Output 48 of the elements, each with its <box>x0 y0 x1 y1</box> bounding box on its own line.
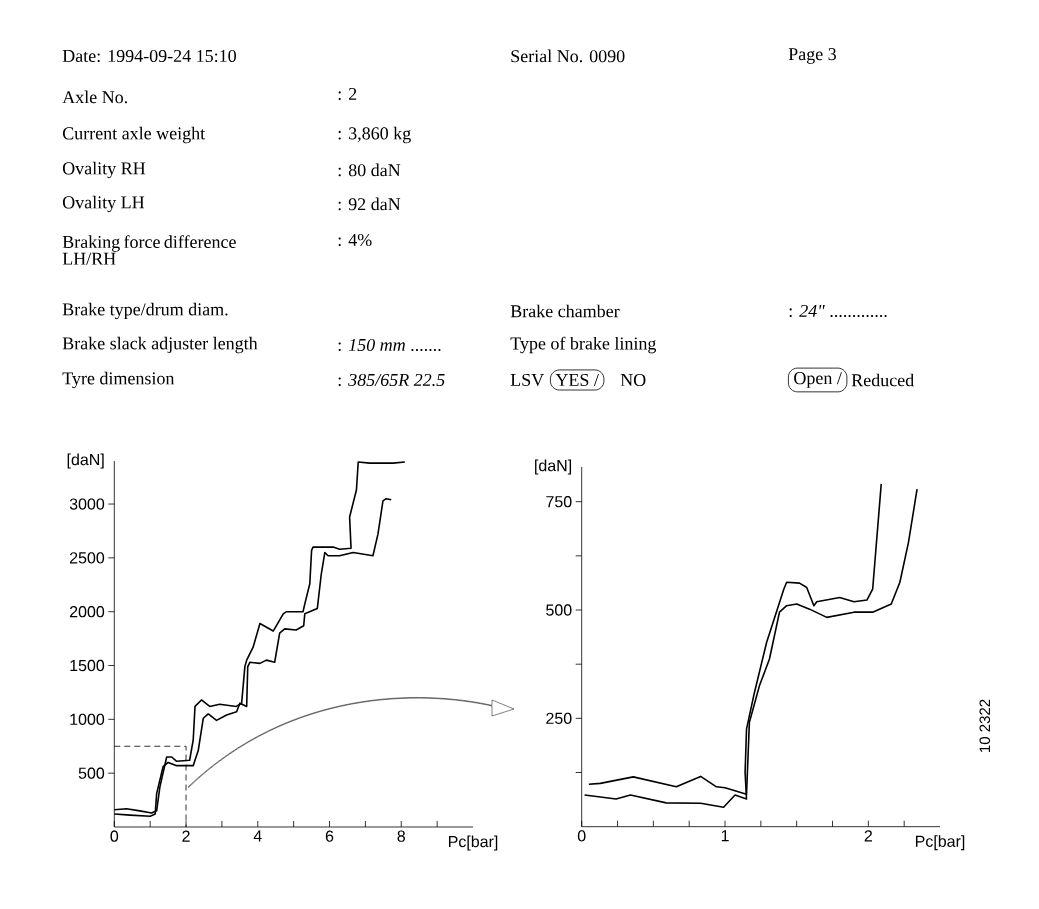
x-tick-label: 2 <box>864 830 872 842</box>
text: YES / <box>555 373 599 387</box>
text: Current axle weight <box>62 126 206 144</box>
y-tick-label: 250 <box>546 712 572 725</box>
text: Axle No. <box>62 90 127 104</box>
text: : 24" ............. <box>789 304 887 318</box>
y-tick-label: 2000 <box>69 606 105 618</box>
text: : 4% <box>338 233 372 247</box>
x-tick-label: 2 <box>182 830 190 842</box>
text: Braking force difference LH/RH <box>62 235 236 265</box>
x-tick-label: 0 <box>110 830 119 842</box>
text: Brake slack adjuster length <box>62 336 258 354</box>
text: Brake chamber <box>510 304 620 318</box>
y-tick-label: 750 <box>546 496 572 508</box>
text: Tyre dimension <box>62 371 175 389</box>
text: : 150 mm ....... <box>338 338 441 352</box>
y-axis-title: [daN] <box>67 453 104 469</box>
text: LSV <box>510 373 545 387</box>
x-axis-title: Pc[bar] <box>915 835 965 851</box>
text: Reduced <box>851 373 914 387</box>
text: 10 2322 <box>979 699 991 752</box>
text: Type of brake lining <box>510 336 657 354</box>
text: : 385/65R 22.5 <box>338 373 445 387</box>
text: NO <box>620 373 646 387</box>
text: Page 3 <box>788 48 836 64</box>
x-tick-label: 0 <box>577 830 586 842</box>
y-tick-label: 1500 <box>70 659 105 672</box>
y-tick-label: 500 <box>78 767 105 779</box>
text: Date: 1994-09-24 15:10 <box>62 49 236 63</box>
text: Ovality RH <box>62 161 146 179</box>
y-tick-label: 3000 <box>69 498 105 510</box>
x-tick-label: 4 <box>253 830 262 842</box>
y-axis-title: [daN] <box>535 459 572 475</box>
y-tick-label: 500 <box>546 604 572 616</box>
text: : 80 daN <box>338 163 401 177</box>
text: Serial No. 0090 <box>511 49 625 63</box>
y-tick-label: 2500 <box>69 552 105 564</box>
x-tick-label: 1 <box>721 830 729 842</box>
text: : 92 daN <box>338 197 401 211</box>
x-tick-label: 6 <box>325 830 334 842</box>
text: Ovality LH <box>62 195 145 213</box>
x-axis-title: Pc[bar] <box>448 835 498 851</box>
text: : 3,860 kg <box>338 126 411 144</box>
y-tick-label: 1000 <box>70 713 105 725</box>
text: : 2 <box>338 87 357 101</box>
text: Open / <box>794 372 842 388</box>
text: Brake type/drum diam. <box>62 302 228 320</box>
x-tick-label: 8 <box>397 830 406 842</box>
